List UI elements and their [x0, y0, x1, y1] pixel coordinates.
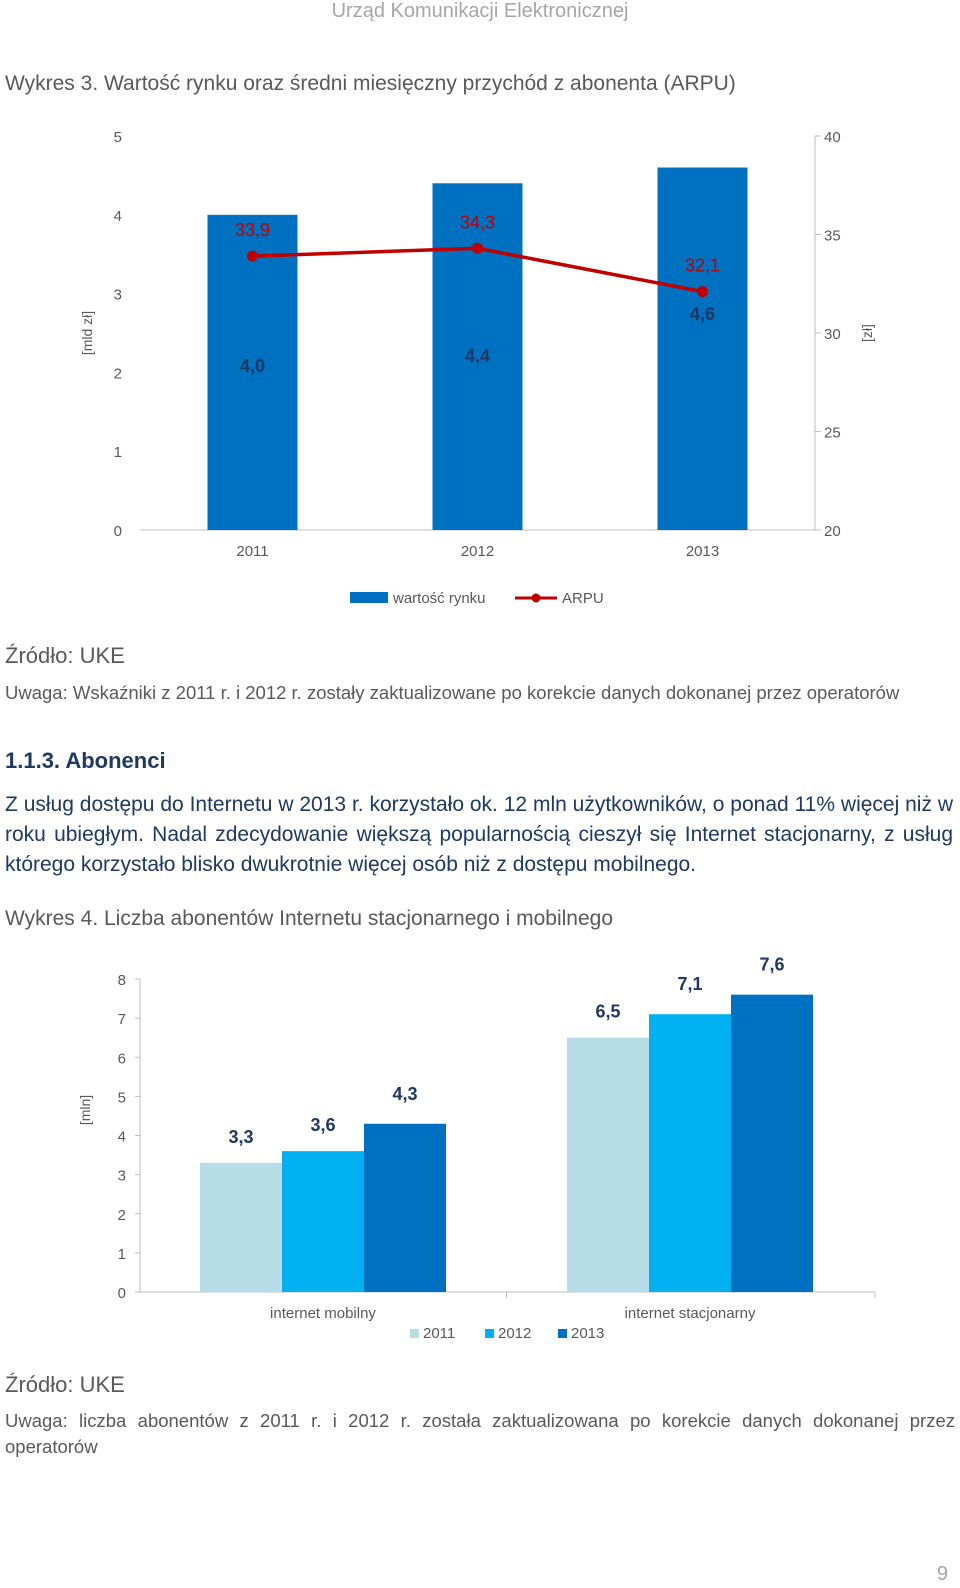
chart2-bar	[200, 1162, 282, 1292]
chart2-bar-label: 3,6	[310, 1115, 335, 1135]
chart2-x-tick: internet mobilny	[270, 1305, 376, 1322]
chart2-legend-swatch	[485, 1329, 494, 1338]
chart1-bar-label: 4,6	[690, 304, 715, 324]
chart2-caption: Wykres 4. Liczba abonentów Internetu sta…	[5, 907, 614, 930]
chart2-y-tick: 5	[118, 1089, 126, 1106]
chart2-bar-label: 7,1	[677, 974, 702, 994]
chart1-y-tick: 5	[114, 129, 122, 146]
chart1-bar	[207, 214, 298, 531]
chart1-bar	[432, 183, 523, 530]
chart2-source: Źródło: UKE	[5, 1372, 125, 1397]
chart1-bar	[657, 167, 748, 530]
chart1-x-tick: 2011	[236, 543, 268, 560]
chart2-y-tick: 3	[118, 1168, 126, 1185]
chart2-y-tick: 4	[118, 1129, 126, 1146]
chart1-legend-swatch-market	[350, 592, 388, 603]
chart1-legend-market: wartość rynku	[392, 590, 486, 607]
chart2-legend-label: 2011	[423, 1325, 455, 1342]
chart1-legend-swatch-arpu-dot	[531, 593, 541, 603]
chart1-y2-tick: 25	[824, 425, 841, 442]
chart2-y-tick: 8	[118, 972, 126, 989]
chart1-bar-label: 4,4	[465, 346, 490, 366]
chart1-y2-tick: 20	[824, 523, 841, 540]
chart2-subscribers: 0 1 2 3 4 5 6 7 8 [mln] 3,3 3,6 4,3 internet mobilny 6…	[77, 955, 876, 1342]
chart2-bar	[731, 994, 813, 1292]
chart1-y-tick: 3	[114, 287, 122, 304]
chart1-y-tick: 4	[114, 208, 122, 225]
chart2-y-tick: 7	[118, 1011, 126, 1028]
chart1-y2-tick: 35	[824, 228, 841, 245]
chart2-bar	[282, 1151, 364, 1292]
chart1-y2-tick: 40	[824, 129, 841, 146]
chart2-legend-swatch	[558, 1329, 567, 1338]
chart2-bar-label: 4,3	[392, 1084, 417, 1104]
chart2-legend-swatch	[410, 1329, 419, 1338]
chart1-y-label: [mld zł]	[79, 311, 95, 355]
chart2-x-tick: internet stacjonarny	[625, 1305, 756, 1322]
section-title: 1.1.3. Abonenci	[5, 748, 166, 773]
body-paragraph: Z usług dostępu do Internetu w 2013 r. k…	[5, 793, 953, 876]
chart1-bar-label: 4,0	[240, 356, 265, 376]
chart2-bar	[364, 1123, 446, 1292]
chart1-legend-arpu: ARPU	[562, 590, 604, 607]
chart1-y-tick: 2	[114, 365, 122, 382]
chart2-bar-label: 7,6	[759, 955, 784, 975]
chart2-note: Uwaga: liczba abonentów z 2011 r. i 2012…	[5, 1410, 955, 1457]
chart1-x-tick: 2013	[686, 543, 719, 560]
chart2-y-tick: 1	[118, 1246, 126, 1263]
chart1-x-tick: 2012	[461, 543, 494, 560]
page-header: Urząd Komunikacji Elektronicznej	[331, 0, 629, 22]
chart2-y-label: [mln]	[77, 1095, 93, 1125]
page-number: 9	[936, 1563, 948, 1585]
chart1-market-arpu: 0 1 2 3 4 5 20 25 30 35 40 [mld zł] [zł] 2011 2012 2013…	[79, 129, 875, 607]
chart2-bar-label: 3,3	[228, 1127, 253, 1147]
chart1-arpu-point	[247, 250, 258, 262]
chart1-y2-label: [zł]	[859, 324, 875, 342]
chart2-legend-label: 2012	[498, 1325, 531, 1342]
chart1-y-tick: 0	[114, 523, 122, 540]
chart1-arpu-label: 34,3	[460, 212, 495, 232]
chart1-source: Źródło: UKE	[5, 643, 125, 668]
chart1-arpu-label: 32,1	[685, 256, 720, 276]
chart1-caption: Wykres 3. Wartość rynku oraz średni mies…	[5, 72, 736, 95]
chart1-arpu-point	[697, 286, 708, 298]
chart1-arpu-label: 33,9	[235, 220, 270, 240]
chart1-arpu-point	[472, 242, 483, 254]
chart2-y-tick: 2	[118, 1207, 126, 1224]
chart1-note: Uwaga: Wskaźniki z 2011 r. i 2012 r. zos…	[5, 682, 900, 703]
chart2-y-tick: 6	[118, 1050, 126, 1067]
chart1-y-tick: 1	[114, 444, 122, 461]
chart2-bar	[567, 1037, 649, 1292]
chart2-bar-label: 6,5	[595, 1002, 620, 1022]
chart2-y-tick: 0	[118, 1285, 126, 1302]
chart1-y2-tick: 30	[824, 326, 841, 343]
chart2-legend-label: 2013	[571, 1325, 604, 1342]
chart2-bar	[649, 1014, 731, 1292]
